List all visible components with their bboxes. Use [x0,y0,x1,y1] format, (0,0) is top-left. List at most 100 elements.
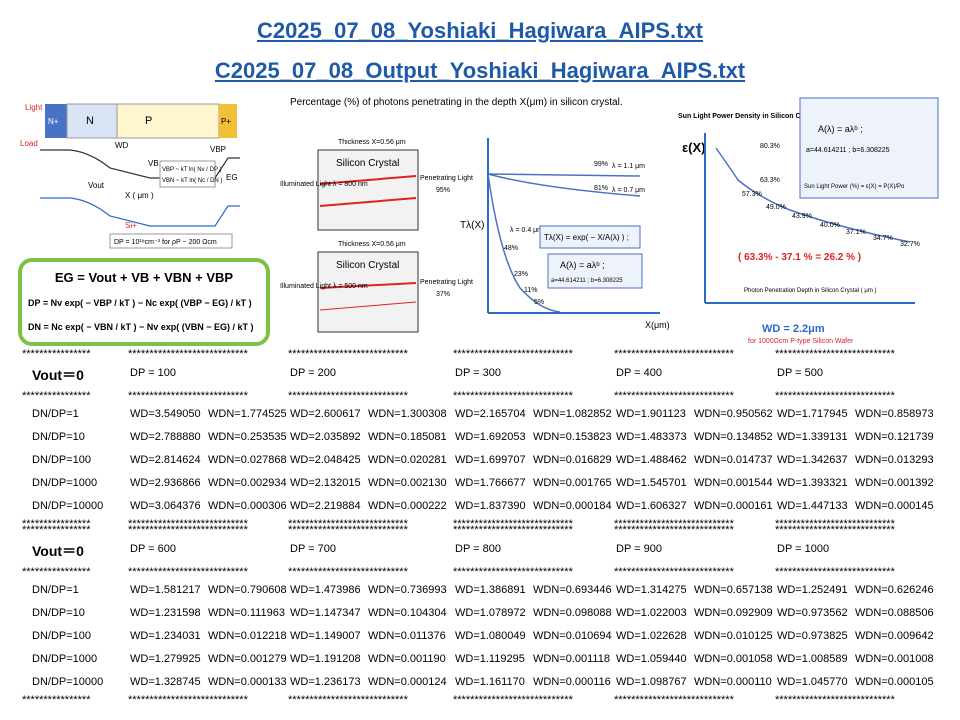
cell-wd: WD=2.132015 [290,477,361,489]
label: EG [226,173,238,182]
curve [487,173,561,313]
column-header: DP = 200 [290,367,336,379]
cell-wdn: WDN=0.104304 [368,607,447,619]
point-label: 40.0% [820,222,840,229]
cell-wd: WD=1.231598 [130,607,201,619]
label: Light [25,103,43,112]
cell-wd: WD=1.581217 [130,584,201,596]
figures: N+ N P P+ Light Load WD VB VBP EG Vout V… [18,97,939,346]
percent: 11% [524,287,538,294]
cell-wd: WD=1.447133 [777,500,848,512]
wd-label: WD = 2.2μm [762,323,825,335]
cell-wdn: WDN=1.082852 [533,408,612,420]
row-label: DN/DP=10 [32,607,85,619]
cell-wdn: WDN=0.657138 [694,584,773,596]
column-header: DP = 600 [130,543,176,555]
cell-wd: WD=1.314275 [616,584,687,596]
cell-wd: WD=1.119295 [455,653,525,665]
point-label: 43.9% [792,213,812,220]
axis-label: Tλ(X) [460,220,484,231]
separator: **************************** [775,524,895,536]
separator: **************** [22,694,91,706]
separator: **************************** [453,390,573,402]
formula: a=44.614211 ; b=6.308225 [806,147,890,154]
separator: **************************** [128,524,248,536]
formula-box [799,97,939,199]
separator: **************************** [453,566,573,578]
subtitle-link[interactable]: C2025_07_08_Output_Yoshiaki_Hagiwara_AIP… [214,58,746,83]
curve-label: λ = 0.7 μm [612,187,645,194]
cell-wd: WD=0.973825 [777,630,848,642]
cell-wd: WD=1.699707 [455,454,526,466]
cell-wd: WD=1.545701 [616,477,687,489]
label: Illuminated Light λ = 500 nm [280,283,368,290]
cell-wdn: WDN=0.000184 [533,500,612,512]
cell-wdn: WDN=0.011376 [368,630,446,642]
cell-wdn: WDN=0.016829 [533,454,612,466]
cell-wd: WD=2.219884 [290,500,361,512]
region-label: P [145,115,152,127]
separator: **************************** [453,694,573,706]
percent: 23% [514,271,528,278]
cell-wdn: WDN=0.253535 [208,431,287,443]
cell-wd: WD=2.035892 [290,431,361,443]
curve [715,147,911,243]
cell-wdn: WDN=0.001118 [533,653,610,665]
title-link[interactable]: C2025_07_08_Yoshiaki_Hagiwara_AIPS.txt [257,18,703,43]
ray [319,282,417,289]
cell-wd: WD=1.483373 [616,431,687,443]
cell-wdn: WDN=0.000145 [855,500,934,512]
separator: **************************** [775,348,895,360]
region-label: N [86,115,94,127]
cell-wd: WD=1.149007 [290,630,361,642]
percent: 5% [534,299,544,306]
cell-wdn: WDN=0.000110 [694,676,772,688]
label: Illuminated Light λ = 800 nm [280,181,368,188]
cell-wdn: WDN=0.001008 [855,653,934,665]
cell-wdn: WDN=0.001765 [533,477,612,489]
label: Thickness X=0.56 μm [338,139,406,146]
axis-note: Photon Penetration Depth in Silicon Crys… [744,288,877,294]
cell-wdn: WDN=0.012218 [208,630,287,642]
point-label: 80.3% [760,143,780,150]
separator: **************************** [614,390,734,402]
curve-label: λ = 0.4 μm [510,227,543,234]
cell-wd: WD=1.191208 [290,653,361,665]
equation: EG = Vout + VB + VBN + VBP [55,270,234,285]
cell-wdn: WDN=0.000222 [368,500,447,512]
point-label: 57.3% [742,191,762,198]
separator: **************************** [128,348,248,360]
label: Penetrating Light [420,279,473,286]
cell-wd: WD=1.488462 [616,454,687,466]
cell-wd: WD=1.236173 [290,676,361,688]
column-header: DP = 300 [455,367,501,379]
transmission-plot: Tλ(X) X(μm) λ = 1.1 μm λ = 0.7 μm λ = 0.… [460,138,670,330]
cell-wd: WD=2.600617 [290,408,361,420]
cell-wdn: WDN=0.002934 [208,477,287,489]
cell-wd: WD=1.901123 [616,408,686,420]
row-label: DN/DP=10000 [32,676,104,688]
column-header: DP = 900 [616,543,662,555]
percent: 99% [594,161,608,168]
figure-title: Sun Light Power Density in Silicon Cryst… [678,113,819,120]
cell-wd: WD=1.080049 [455,630,526,642]
point-label: 37.1% [846,229,866,236]
ray [319,301,417,311]
column-header: DP = 800 [455,543,501,555]
cell-wdn: WDN=0.626246 [855,584,934,596]
formula: A(λ) = aλᵇ ; [818,124,863,134]
separator: **************************** [288,566,408,578]
curve-label: λ = 1.1 μm [612,163,645,170]
point-label: 63.3% [760,177,780,184]
cell-wd: WD=2.048425 [290,454,361,466]
label: VB [148,159,159,168]
separator: **************************** [775,390,895,402]
cell-wd: WD=1.717945 [777,408,848,420]
point-label: 34.7% [873,235,893,242]
label: Si+ [125,221,137,230]
separator: **************** [22,524,91,536]
cell-wdn: WDN=0.027868 [208,454,287,466]
note-box [109,233,233,249]
separator: **************************** [614,524,734,536]
